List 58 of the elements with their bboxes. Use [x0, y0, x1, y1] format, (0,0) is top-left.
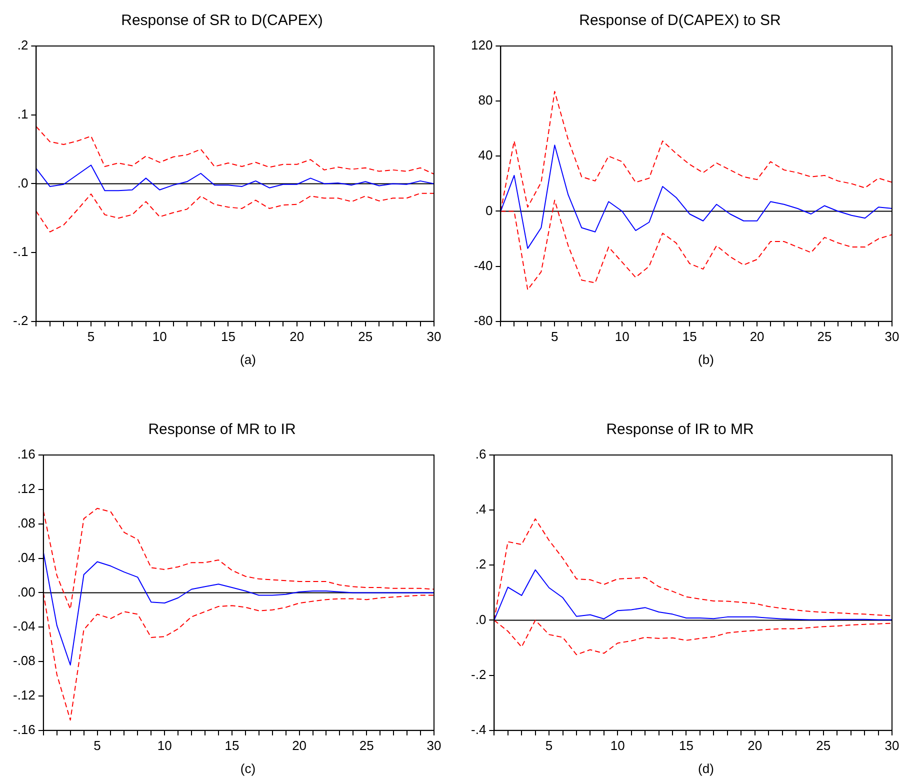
- text: (a): [239, 352, 257, 367]
- y-tick-label: .1: [17, 106, 28, 122]
- y-tick-label: -.1: [13, 244, 28, 260]
- x-tick-label: 10: [152, 328, 167, 344]
- y-tick-label: .2: [17, 38, 28, 53]
- x-tick-label: 15: [220, 328, 236, 344]
- x-tick-label: 30: [426, 328, 442, 344]
- x-tick-label: 10: [157, 738, 172, 753]
- x-tick-label: 25: [359, 738, 374, 753]
- x-tick-label: 25: [816, 738, 831, 753]
- y-tick-label: 80: [478, 92, 493, 108]
- y-tick-label: .0: [475, 612, 486, 627]
- text: (c): [239, 761, 257, 776]
- y-tick-label: -.08: [12, 653, 36, 668]
- x-tick-label: 25: [358, 328, 373, 344]
- y-tick-label: -40: [474, 258, 493, 273]
- y-tick-label: .16: [17, 446, 36, 462]
- chart-title: Response of SR to D(CAPEX): [121, 12, 323, 30]
- y-tick-label: .12: [17, 481, 36, 496]
- y-tick-label: .0: [17, 175, 28, 190]
- x-tick-label: 20: [292, 738, 307, 753]
- y-tick-label: -.16: [12, 722, 36, 737]
- y-tick-label: .00: [17, 584, 36, 600]
- x-tick-label: 5: [545, 738, 553, 753]
- y-tick-label: .6: [475, 446, 486, 462]
- x-tick-label: 30: [884, 328, 900, 344]
- x-tick-label: 30: [884, 738, 900, 753]
- x-tick-label: 15: [678, 738, 694, 753]
- x-tick-label: 20: [748, 738, 762, 753]
- y-tick-label: -80: [474, 312, 493, 328]
- text: (b): [697, 352, 715, 367]
- y-tick-label: .08: [17, 515, 36, 530]
- x-tick-label: 5: [94, 738, 101, 753]
- y-tick-label: .04: [17, 550, 36, 565]
- x-tick-label: 15: [224, 738, 240, 753]
- y-tick-label: -.4: [471, 722, 486, 737]
- x-tick-label: 10: [610, 738, 625, 753]
- y-tick-label: .4: [475, 502, 486, 517]
- y-tick-label: .2: [475, 556, 486, 572]
- text: (d): [697, 761, 715, 776]
- chart-title: Response of D(CAPEX) to SR: [579, 12, 782, 30]
- x-tick-label: 15: [682, 328, 697, 344]
- x-tick-label: 10: [614, 328, 630, 344]
- x-tick-label: 30: [426, 738, 442, 753]
- x-tick-label: 20: [750, 328, 764, 344]
- y-tick-label: 40: [478, 148, 493, 163]
- y-tick-label: -.2: [471, 666, 486, 682]
- y-tick-label: -.04: [12, 618, 36, 634]
- x-tick-label: 25: [817, 328, 832, 344]
- x-tick-label: 5: [87, 328, 95, 344]
- x-tick-label: 20: [290, 328, 304, 344]
- chart-title: Response of MR to IR: [148, 421, 296, 438]
- y-tick-label: 120: [470, 38, 493, 53]
- y-tick-label: -.12: [12, 688, 36, 703]
- chart-title: Response of IR to MR: [606, 421, 754, 438]
- x-tick-label: 5: [551, 328, 558, 344]
- y-tick-label: 0: [485, 202, 493, 218]
- y-tick-label: -.2: [13, 312, 28, 328]
